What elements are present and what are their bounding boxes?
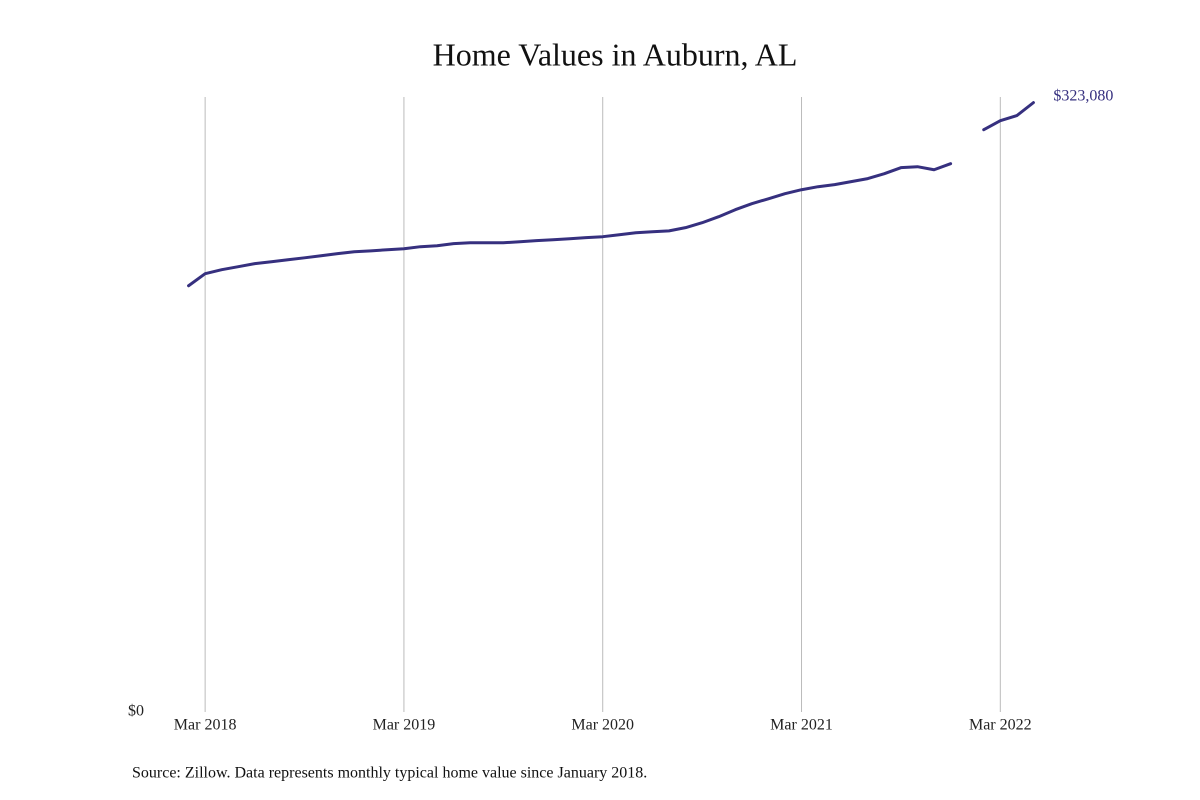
chart-title: Home Values in Auburn, AL [433, 36, 798, 72]
x-tick-label: Mar 2022 [969, 717, 1032, 734]
source-note: Source: Zillow. Data represents monthly … [132, 765, 647, 782]
y-tick-label: $0 [128, 703, 144, 720]
x-tick-label: Mar 2019 [373, 717, 436, 734]
data-line [187, 101, 1035, 288]
x-tick-label: Mar 2020 [571, 717, 634, 734]
x-tick-label: Mar 2021 [770, 717, 833, 734]
value-label: $323,080 [1053, 87, 1113, 104]
x-tick-label: Mar 2018 [174, 717, 237, 734]
